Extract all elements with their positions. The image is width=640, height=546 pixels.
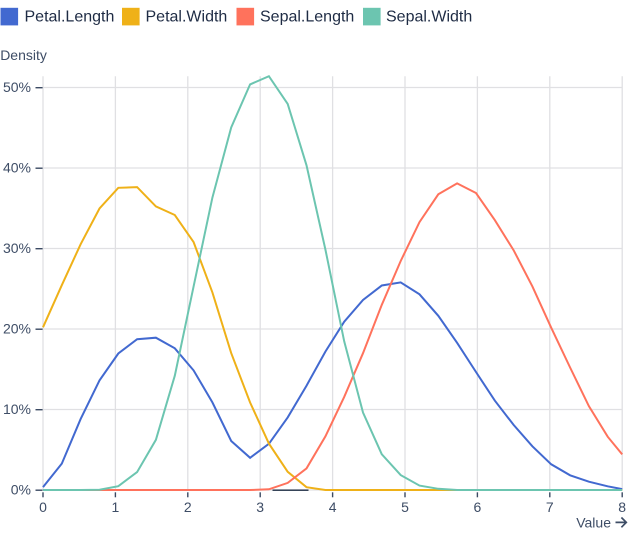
svg-text:4: 4 — [329, 499, 337, 515]
svg-text:5: 5 — [401, 499, 409, 515]
svg-text:Petal.Length: Petal.Length — [25, 9, 115, 26]
svg-text:20%: 20% — [3, 320, 31, 336]
svg-text:2: 2 — [184, 499, 192, 515]
svg-text:6: 6 — [474, 499, 482, 515]
svg-text:Petal.Width: Petal.Width — [146, 9, 228, 26]
svg-text:0%: 0% — [11, 481, 31, 497]
svg-text:Value: Value — [576, 514, 611, 530]
svg-text:40%: 40% — [3, 159, 31, 175]
svg-text:0: 0 — [39, 499, 47, 515]
svg-text:Sepal.Width: Sepal.Width — [386, 9, 472, 26]
svg-text:3: 3 — [256, 499, 264, 515]
svg-text:8: 8 — [618, 499, 626, 515]
svg-text:50%: 50% — [3, 79, 31, 95]
svg-text:Density: Density — [0, 47, 47, 63]
svg-text:10%: 10% — [3, 401, 31, 417]
svg-text:7: 7 — [546, 499, 554, 515]
svg-text:Sepal.Length: Sepal.Length — [260, 9, 354, 26]
svg-text:30%: 30% — [3, 240, 31, 256]
svg-text:1: 1 — [112, 499, 120, 515]
